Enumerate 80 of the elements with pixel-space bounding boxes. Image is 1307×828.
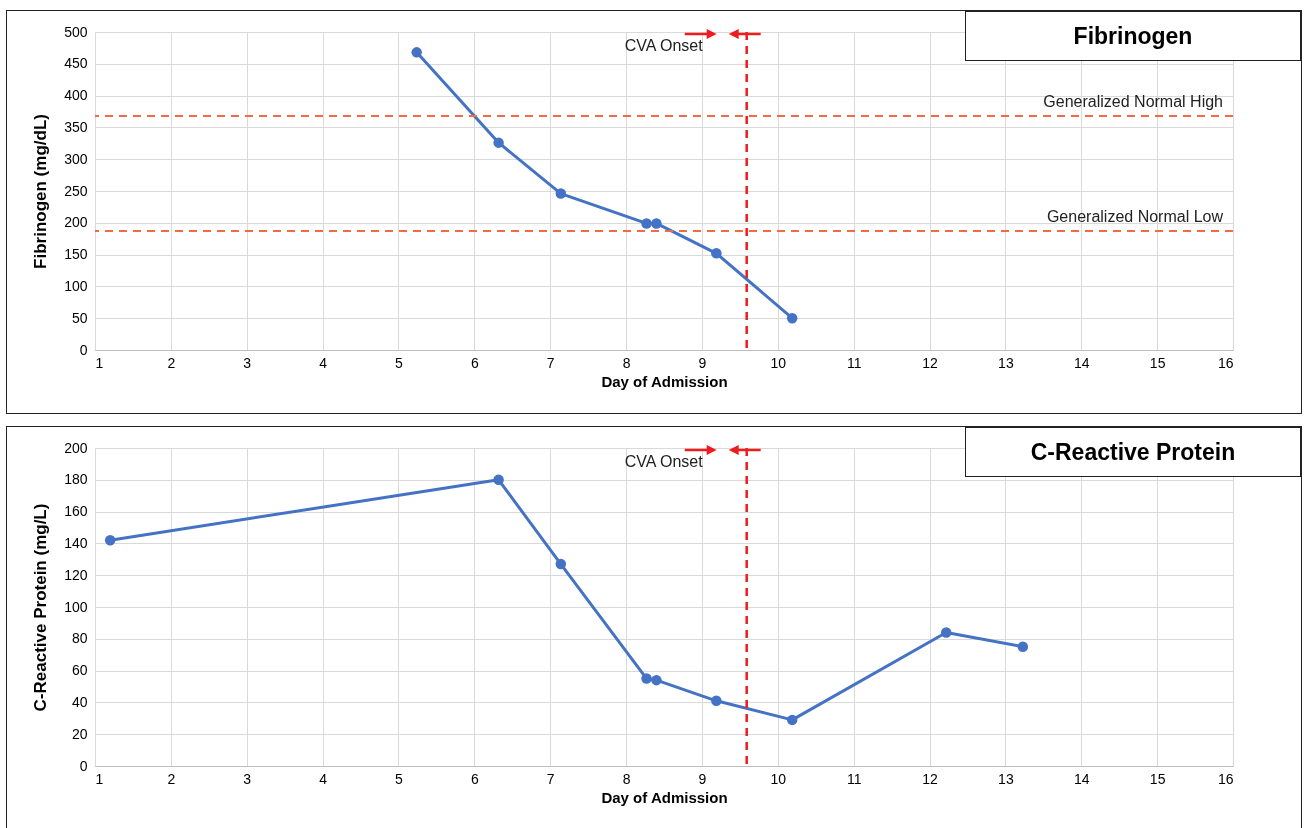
point — [1017, 641, 1029, 652]
y-tick-label: 250 — [64, 182, 88, 199]
y-tick-label: 500 — [64, 23, 88, 40]
point — [104, 534, 116, 546]
x-tick-label: 12 — [922, 354, 939, 371]
x-tick-label: 10 — [770, 770, 787, 787]
x-tick-label: 6 — [470, 354, 479, 371]
y-tick-label: 80 — [71, 630, 88, 647]
x-tick-label: 4 — [319, 770, 328, 787]
x-tick-label: 5 — [395, 770, 404, 787]
ref-line-label: Generalized Normal Low — [1046, 208, 1224, 226]
x-tick-label: 2 — [167, 770, 176, 787]
x-axis-title: Day of Admission — [601, 372, 728, 390]
x-tick-label: 10 — [770, 354, 787, 371]
x-tick-label: 6 — [470, 770, 479, 787]
y-tick-label: 40 — [71, 693, 88, 710]
y-tick-label: 60 — [71, 662, 88, 679]
point — [641, 218, 652, 229]
x-tick-label: 3 — [243, 354, 252, 371]
y-tick-label: 50 — [71, 309, 88, 326]
x-tick-label: 9 — [698, 354, 707, 371]
point — [493, 137, 504, 148]
y-tick-label: 120 — [64, 566, 88, 583]
point — [786, 714, 798, 726]
x-axis-title: Day of Admission — [601, 788, 728, 806]
x-tick-label: 14 — [1073, 354, 1090, 371]
point — [555, 558, 567, 570]
x-tick-label: 13 — [998, 354, 1014, 371]
point — [940, 627, 952, 638]
point — [711, 248, 722, 259]
y-tick-label: 0 — [79, 341, 88, 358]
x-tick-label: 2 — [167, 354, 176, 371]
x-tick-label: 1 — [95, 354, 104, 371]
title-box: Fibrinogen — [965, 11, 1301, 61]
x-tick-label: 16 — [1217, 770, 1234, 787]
x-tick-label: 4 — [319, 354, 328, 371]
point — [493, 474, 504, 486]
x-tick-label: 15 — [1149, 354, 1166, 371]
ref-line-label: Generalized Normal High — [1043, 92, 1223, 110]
x-tick-label: 8 — [622, 354, 631, 371]
x-tick-label: 12 — [922, 770, 939, 787]
y-tick-label: 20 — [71, 725, 88, 742]
x-tick-label: 13 — [998, 770, 1014, 787]
point — [555, 188, 567, 199]
x-tick-label: 1 — [95, 770, 104, 787]
point — [641, 673, 652, 684]
point — [651, 218, 662, 229]
x-tick-label: 7 — [546, 354, 555, 371]
y-tick-label: 200 — [64, 214, 88, 231]
x-tick-label: 3 — [243, 770, 252, 787]
y-axis-title: Fibrinogen (mg/dL) — [31, 114, 51, 269]
x-tick-label: 11 — [846, 770, 862, 787]
x-tick-label: 11 — [846, 354, 862, 371]
x-tick-label: 9 — [698, 770, 707, 787]
point — [786, 312, 798, 324]
y-tick-label: 140 — [64, 534, 88, 551]
point — [651, 674, 662, 686]
ref-line-label: CVA Onset — [624, 37, 704, 54]
y-tick-label: 160 — [64, 503, 88, 520]
x-tick-label: 15 — [1149, 770, 1166, 787]
title-box: C-Reactive Protein — [965, 427, 1301, 477]
y-tick-label: 100 — [64, 277, 88, 294]
x-tick-label: 5 — [395, 354, 404, 371]
y-tick-label: 300 — [64, 150, 88, 167]
y-tick-label: 0 — [79, 757, 88, 774]
y-tick-label: 200 — [64, 439, 88, 456]
y-tick-label: 180 — [64, 471, 88, 488]
y-tick-label: 400 — [64, 87, 88, 104]
y-tick-label: 350 — [64, 118, 88, 135]
ref-line-label: CVA Onset — [624, 453, 704, 470]
y-tick-label: 100 — [64, 598, 88, 615]
x-tick-label: 7 — [546, 770, 555, 787]
y-axis-title: C-Reactive Protein (mg/L) — [31, 503, 51, 712]
y-tick-label: 450 — [64, 55, 88, 72]
x-tick-label: 8 — [622, 770, 631, 787]
point — [411, 47, 422, 58]
y-tick-label: 150 — [64, 246, 88, 263]
x-tick-label: 16 — [1217, 354, 1234, 371]
point — [711, 695, 722, 707]
x-tick-label: 14 — [1073, 770, 1090, 787]
